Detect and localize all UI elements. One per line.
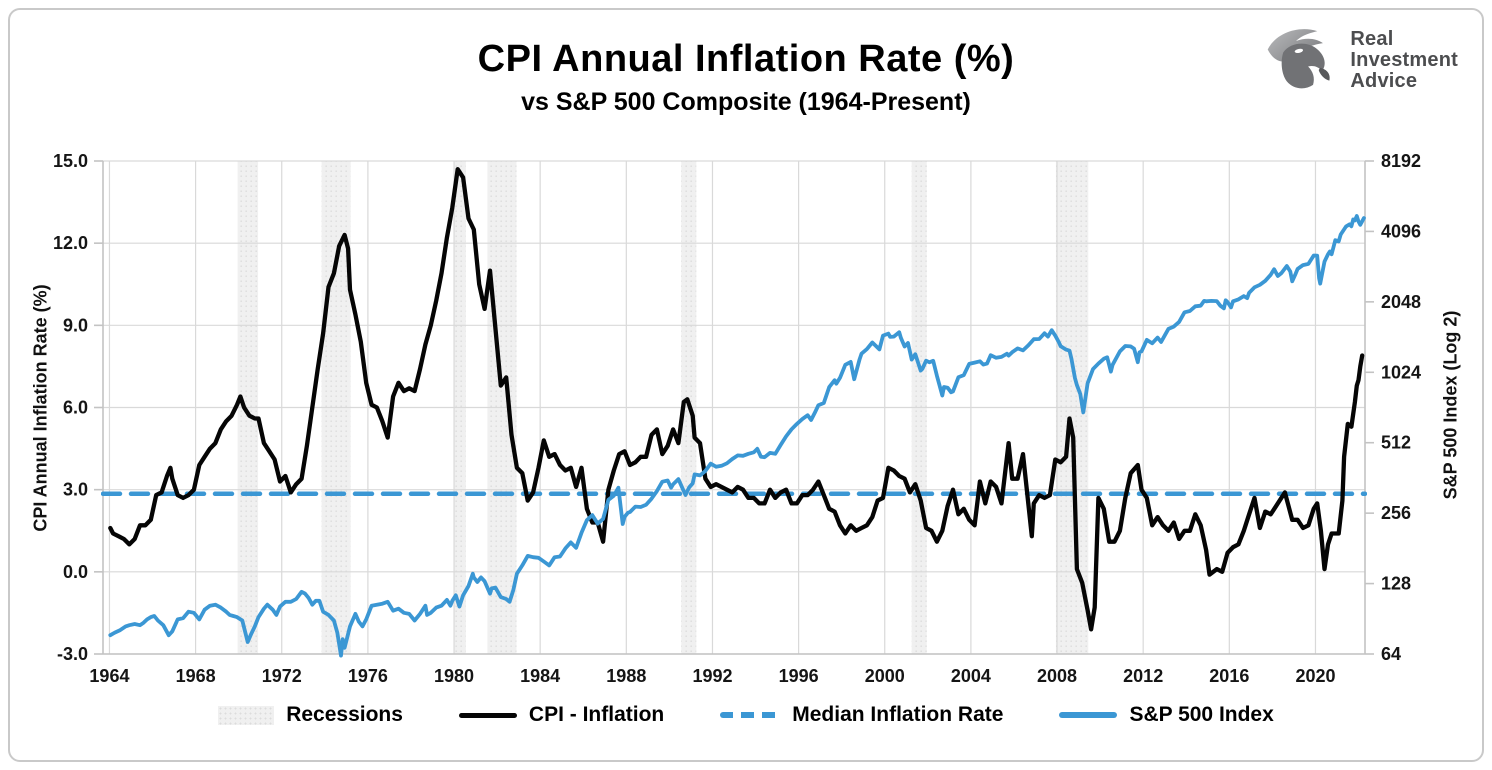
svg-text:1972: 1972 xyxy=(262,666,302,686)
recession-swatch-icon xyxy=(218,705,275,725)
svg-text:1992: 1992 xyxy=(692,666,732,686)
logo-line-2: Investment xyxy=(1350,49,1458,72)
svg-text:1024: 1024 xyxy=(1381,362,1421,382)
svg-text:1968: 1968 xyxy=(176,666,216,686)
logo-wordmark: Real Investment Advice xyxy=(1350,29,1458,91)
s-p-500-index-line xyxy=(108,214,1366,658)
svg-text:6.0: 6.0 xyxy=(63,398,88,418)
svg-text:128: 128 xyxy=(1381,574,1411,594)
legend-item-median: Median Inflation Rate xyxy=(720,703,1003,727)
eagle-icon xyxy=(1262,24,1340,97)
logo-line-3: Advice xyxy=(1350,69,1418,92)
chart-subtitle: vs S&P 500 Composite (1964-Present) xyxy=(521,88,971,116)
svg-text:2008: 2008 xyxy=(1037,666,1077,686)
svg-text:256: 256 xyxy=(1381,503,1411,523)
chart-legend: Recessions CPI - Inflation Median Inflat… xyxy=(0,703,1492,727)
logo-line-1: Real xyxy=(1350,28,1394,51)
svg-text:2004: 2004 xyxy=(951,666,991,686)
cpi-inflation-line xyxy=(108,167,1365,632)
svg-text:2000: 2000 xyxy=(865,666,905,686)
legend-label: Median Inflation Rate xyxy=(792,703,1004,726)
legend-label: CPI - Inflation xyxy=(528,703,665,726)
legend-label: S&P 500 Index xyxy=(1129,703,1274,726)
svg-text:512: 512 xyxy=(1381,433,1411,453)
legend-item-recessions: Recessions xyxy=(218,703,403,727)
svg-text:15.0: 15.0 xyxy=(53,151,88,171)
svg-text:1988: 1988 xyxy=(606,666,646,686)
svg-text:0.0: 0.0 xyxy=(63,562,88,582)
blue-dashed-swatch-icon xyxy=(720,712,781,718)
svg-text:1976: 1976 xyxy=(348,666,388,686)
legend-label: Recessions xyxy=(286,703,403,726)
svg-text:1964: 1964 xyxy=(89,666,129,686)
svg-text:12.0: 12.0 xyxy=(53,233,88,253)
svg-text:64: 64 xyxy=(1381,644,1401,664)
svg-text:2048: 2048 xyxy=(1381,292,1421,312)
legend-item-cpi: CPI - Inflation xyxy=(458,703,665,727)
legend-item-sp500: S&P 500 Index xyxy=(1059,703,1274,727)
svg-text:8192: 8192 xyxy=(1381,151,1421,171)
black-line-swatch-icon xyxy=(458,712,517,718)
svg-text:1996: 1996 xyxy=(779,666,819,686)
blue-line-swatch-icon xyxy=(1059,712,1118,718)
svg-text:2016: 2016 xyxy=(1209,666,1249,686)
svg-text:3.0: 3.0 xyxy=(63,480,88,500)
svg-text:-3.0: -3.0 xyxy=(57,644,88,664)
svg-text:4096: 4096 xyxy=(1381,221,1421,241)
svg-text:2012: 2012 xyxy=(1123,666,1163,686)
svg-text:9.0: 9.0 xyxy=(63,315,88,335)
svg-text:1984: 1984 xyxy=(520,666,560,686)
chart-title: CPI Annual Inflation Rate (%) xyxy=(477,38,1015,80)
svg-text:2020: 2020 xyxy=(1295,666,1335,686)
ria-logo: Real Investment Advice xyxy=(1262,24,1458,97)
svg-text:1980: 1980 xyxy=(434,666,474,686)
